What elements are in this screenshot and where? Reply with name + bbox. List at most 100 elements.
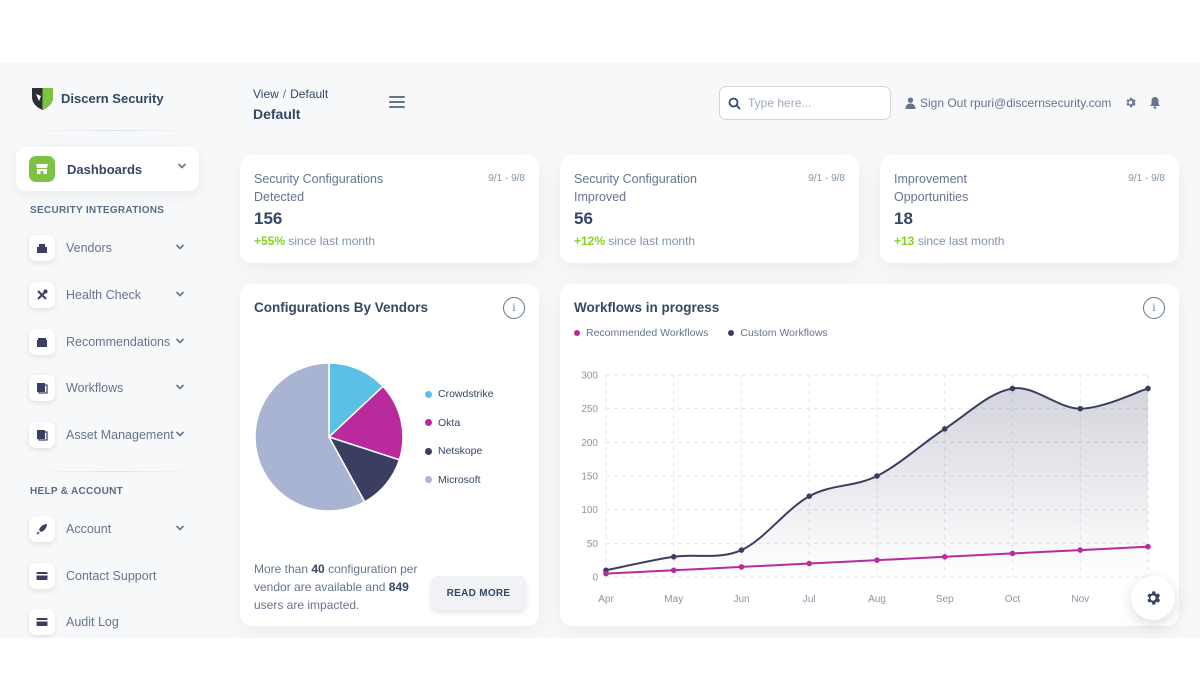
card-title: Configurations By Vendors <box>254 300 429 315</box>
data-point[interactable] <box>603 570 609 577</box>
breadcrumb: View / Default <box>253 87 328 101</box>
sidebar-item-workflows[interactable]: Workflows <box>29 373 199 403</box>
x-tick-label: Oct <box>1005 594 1021 605</box>
sidebar-divider <box>30 130 200 131</box>
vendors-icon <box>29 235 55 261</box>
sidebar-item-recommendations[interactable]: Recommendations <box>29 327 199 357</box>
x-tick-label: Nov <box>1071 594 1089 605</box>
info-icon[interactable]: i <box>503 297 525 319</box>
sign-out-link[interactable]: Sign Out rpuri@discernsecurity.com <box>905 96 1111 110</box>
x-tick-label: Jun <box>733 594 749 605</box>
section-title-help-account: HELP & ACCOUNT <box>30 486 124 497</box>
sidebar-item-label: Asset Management <box>66 428 174 442</box>
sidebar-item-audit-log[interactable]: Audit Log <box>29 607 199 637</box>
x-tick-label: May <box>664 594 683 605</box>
data-point[interactable] <box>1077 405 1084 412</box>
legend-item-custom-workflows: Custom Workflows <box>728 327 828 339</box>
data-point[interactable] <box>806 560 813 567</box>
footnote-text: users are impacted. <box>254 598 360 612</box>
data-point[interactable] <box>941 426 948 432</box>
sidebar-item-health-check[interactable]: Health Check <box>29 280 199 310</box>
bell-icon[interactable] <box>1149 96 1161 109</box>
gear-icon[interactable] <box>1124 96 1137 109</box>
sidebar-item-asset-management[interactable]: Asset Management <box>29 420 199 450</box>
data-point[interactable] <box>1077 547 1084 553</box>
read-more-button[interactable]: READ MORE <box>431 576 526 610</box>
data-point[interactable] <box>1145 385 1151 392</box>
data-point[interactable] <box>670 554 677 560</box>
chevron-down-icon <box>175 384 185 390</box>
chevron-down-icon <box>175 525 185 531</box>
search-box[interactable] <box>719 86 891 120</box>
chevron-down-icon <box>175 338 185 344</box>
data-point[interactable] <box>874 557 880 563</box>
legend-label: Microsoft <box>438 473 481 486</box>
legend-item-okta: Okta <box>425 409 493 438</box>
stat-subtext: +12% since last month <box>574 234 695 248</box>
pie-legend: Crowdstrike Okta Netskope Microsoft <box>425 380 493 494</box>
sidebar-item-contact-support[interactable]: Contact Support <box>29 561 199 591</box>
footnote-users: 849 <box>388 580 409 594</box>
stat-date-range: 9/1 - 9/8 <box>488 173 525 184</box>
sidebar-item-vendors[interactable]: Vendors <box>29 233 199 263</box>
vendor-footnote: More than 40 configuration per vendor ar… <box>254 560 424 614</box>
x-tick-label: Aug <box>868 594 886 605</box>
stat-value: 56 <box>574 209 593 228</box>
workflow-icon <box>29 375 55 401</box>
pie-slice-microsoft[interactable] <box>254 362 366 512</box>
breadcrumb-current: Default <box>290 87 329 101</box>
data-point[interactable] <box>1009 385 1016 392</box>
sidebar-item-label: Dashboards <box>67 161 143 177</box>
legend-swatch <box>574 330 580 336</box>
y-tick-label: 200 <box>581 438 598 449</box>
data-point[interactable] <box>1009 550 1016 557</box>
stat-date-range: 9/1 - 9/8 <box>808 173 845 184</box>
tools-icon <box>29 282 55 308</box>
card-title: Workflows in progress <box>574 300 720 315</box>
sidebar-item-label: Account <box>66 522 112 536</box>
vendors-card: Configurations By Vendors i Crowdstrike O… <box>240 284 539 626</box>
brand[interactable]: Discern Security <box>30 85 164 111</box>
stat-delta: +55% <box>254 234 286 248</box>
data-point[interactable] <box>738 547 745 553</box>
breadcrumb-root[interactable]: View <box>253 87 279 101</box>
sidebar-item-label: Recommendations <box>66 335 171 349</box>
rocket-icon <box>29 516 55 542</box>
page-title: Default <box>253 106 301 122</box>
legend-swatch <box>425 390 432 398</box>
box-icon <box>29 329 55 355</box>
workflow-legend: Recommended Workflows Custom Workflows <box>574 327 828 339</box>
stat-delta-text: since last month <box>288 234 376 248</box>
legend-item-netskope: Netskope <box>425 437 493 466</box>
footnote-text: More than <box>254 562 312 576</box>
search-input[interactable] <box>748 96 878 110</box>
pie-slice-okta[interactable] <box>327 385 404 461</box>
data-point[interactable] <box>670 567 677 574</box>
settings-fab[interactable] <box>1131 576 1175 620</box>
stat-title: Security Configuration Improved <box>574 172 697 204</box>
chevron-down-icon <box>175 291 185 297</box>
shield-logo-icon <box>32 88 53 110</box>
footnote-count: 40 <box>311 562 325 576</box>
sidebar-item-label: Contact Support <box>66 569 157 583</box>
chevron-down-icon <box>177 163 187 169</box>
data-point[interactable] <box>738 564 745 570</box>
sidebar-item-label: Health Check <box>66 288 142 302</box>
data-point[interactable] <box>806 493 813 499</box>
legend-item-crowdstrike: Crowdstrike <box>425 380 493 409</box>
info-icon[interactable]: i <box>1143 297 1165 319</box>
legend-item-microsoft: Microsoft <box>425 466 493 495</box>
stat-value: 156 <box>254 209 283 228</box>
stat-subtext: +13 since last month <box>894 234 1004 248</box>
search-icon <box>728 97 741 110</box>
data-point[interactable] <box>1145 543 1151 550</box>
data-point[interactable] <box>874 473 880 479</box>
sidebar-item-account[interactable]: Account <box>29 514 199 544</box>
x-tick-label: Jul <box>803 594 816 605</box>
stat-title: Security Configurations Detected <box>254 172 384 204</box>
sidebar-item-dashboards[interactable]: Dashboards <box>16 147 199 191</box>
chevron-down-icon <box>175 244 185 250</box>
pie-slice-crowdstrike[interactable] <box>328 362 385 439</box>
menu-toggle-icon[interactable] <box>389 96 405 108</box>
data-point[interactable] <box>941 554 948 560</box>
